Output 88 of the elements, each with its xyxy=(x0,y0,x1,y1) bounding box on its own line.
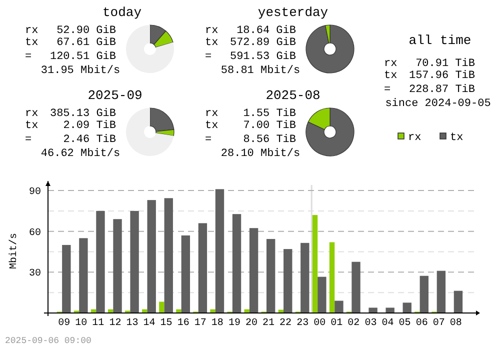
bar xyxy=(402,302,412,313)
text: tx 2.09 TiB xyxy=(25,120,116,132)
bar xyxy=(300,242,310,313)
x-tick-label: 07 xyxy=(432,318,445,329)
donut-slice xyxy=(150,108,174,132)
donut-slice xyxy=(126,25,174,73)
text: tx 157.96 TiB xyxy=(384,70,476,82)
bar xyxy=(249,228,258,313)
x-tick-label: 18 xyxy=(211,318,224,329)
donut-slice xyxy=(126,108,174,156)
text: = 2.46 TiB xyxy=(25,134,116,146)
bar xyxy=(318,276,326,313)
text: since 2024-09-05 xyxy=(385,98,491,110)
y-axis-title: Mbit/s xyxy=(8,232,20,270)
y-tick-label: 90 xyxy=(28,187,41,198)
bar xyxy=(352,262,360,313)
x-tick-label: 23 xyxy=(296,318,309,329)
x-tick-label: 01 xyxy=(330,318,343,329)
bar xyxy=(159,302,164,313)
bar xyxy=(113,219,122,313)
bar xyxy=(329,242,335,313)
bar xyxy=(62,244,71,313)
text: 46.62 Mbit/s xyxy=(40,148,120,160)
text: tx 7.00 TiB xyxy=(205,120,296,132)
x-tick-label: 20 xyxy=(245,318,258,329)
x-tick-label: 16 xyxy=(177,318,190,329)
text: = 120.51 GiB xyxy=(25,51,116,63)
bar xyxy=(147,200,156,313)
text: rx 18.64 GiB xyxy=(205,25,296,37)
x-tick-label: 04 xyxy=(382,318,394,329)
x-tick-label: 15 xyxy=(160,318,172,329)
bar xyxy=(215,189,224,313)
text: = 591.53 GiB xyxy=(205,51,296,63)
legend-label: rx xyxy=(408,132,422,144)
bar xyxy=(368,308,378,313)
bar xyxy=(96,210,105,313)
x-tick-label: 17 xyxy=(194,318,206,329)
x-tick-label: 12 xyxy=(109,318,122,329)
x-tick-label: 00 xyxy=(314,318,326,329)
chart-title: yesterday xyxy=(258,5,328,20)
chart-title: today xyxy=(102,5,142,20)
y-tick-label: 30 xyxy=(28,268,41,280)
x-tick-label: 11 xyxy=(92,318,104,329)
x-tick-label: 09 xyxy=(58,318,70,329)
x-tick-label: 03 xyxy=(364,318,377,329)
text: = 228.87 TiB xyxy=(384,84,475,96)
x-tick-label: 10 xyxy=(75,318,88,329)
x-tick-label: 02 xyxy=(348,318,360,329)
x-tick-label: 21 xyxy=(262,318,275,329)
text: tx 572.89 GiB xyxy=(205,37,296,49)
legend-label: tx xyxy=(450,132,464,144)
bar xyxy=(436,270,446,313)
x-tick-label: 05 xyxy=(398,318,411,329)
bar xyxy=(164,198,173,313)
text: rx 70.91 TiB xyxy=(384,58,475,70)
text: 2025-09-06 09:00 xyxy=(5,336,92,346)
text: 58.81 Mbit/s xyxy=(220,65,300,77)
text: rx 385.13 GiB xyxy=(25,108,116,120)
x-tick-label: 13 xyxy=(126,318,138,329)
x-tick-label: 06 xyxy=(416,318,428,329)
bar xyxy=(386,308,394,313)
text: rx 52.90 GiB xyxy=(25,25,116,37)
bar xyxy=(334,300,344,313)
bar xyxy=(454,290,463,313)
text: all time xyxy=(408,33,472,48)
text: = 8.56 TiB xyxy=(205,134,296,146)
chart-title: 2025-08 xyxy=(266,88,320,103)
y-tick-label: 60 xyxy=(28,228,41,239)
bar xyxy=(312,215,318,313)
bar xyxy=(420,276,428,313)
bar xyxy=(266,238,276,313)
donut-slice xyxy=(306,24,354,74)
x-tick-label: 08 xyxy=(450,318,462,329)
text: 31.95 Mbit/s xyxy=(40,65,120,77)
bar xyxy=(130,210,139,313)
text: 28.10 Mbit/s xyxy=(220,148,300,160)
bar xyxy=(284,249,292,313)
bar xyxy=(79,238,88,313)
bar xyxy=(198,223,208,313)
x-tick-label: 22 xyxy=(280,318,292,329)
chart-title: 2025-09 xyxy=(88,88,142,103)
donut-slice xyxy=(306,108,354,156)
text: rx 1.55 TiB xyxy=(205,108,296,120)
x-tick-label: 14 xyxy=(143,318,156,329)
text: tx 67.61 GiB xyxy=(25,37,116,49)
bar xyxy=(181,235,190,313)
bar xyxy=(232,214,242,313)
x-tick-label: 19 xyxy=(228,318,240,329)
